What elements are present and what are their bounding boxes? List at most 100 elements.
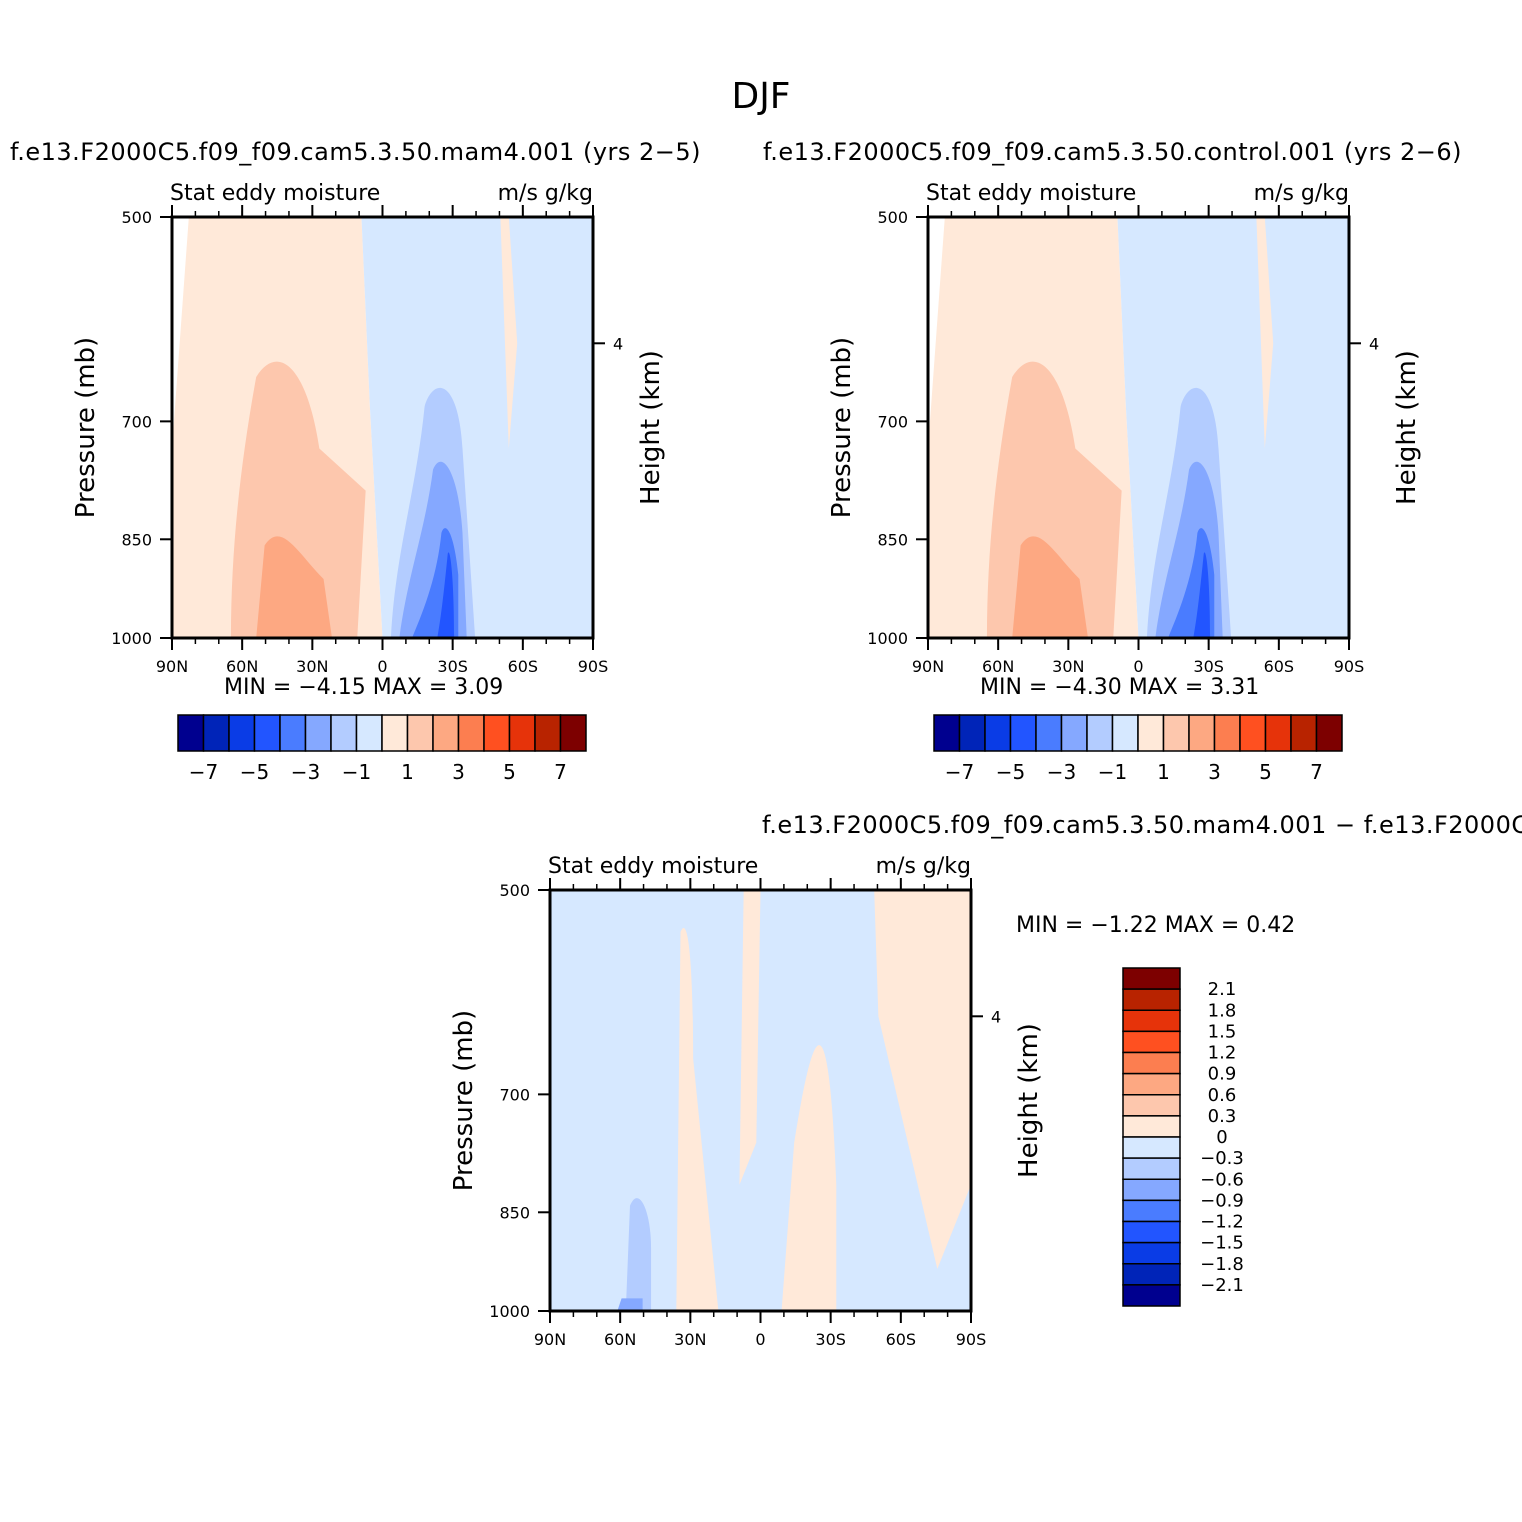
colorbar-box — [304, 714, 332, 752]
y-tick-label: 500 — [121, 208, 152, 227]
colorbar-label: 1 — [401, 760, 414, 784]
colorbar-label: 3 — [452, 760, 465, 784]
colorbar: −7 −5 −3 −1 1 3 5 7 — [933, 714, 1343, 784]
colorbar-box — [1122, 967, 1181, 990]
x-tick-label: 30N — [674, 1330, 706, 1349]
colorbar-box — [958, 714, 986, 752]
colorbar-label: −1.8 — [1200, 1254, 1244, 1275]
colorbar-label: −1 — [1098, 760, 1127, 784]
colorbar-box — [279, 714, 307, 752]
colorbar-box — [432, 714, 460, 752]
contour-fill — [172, 217, 593, 638]
y-axis-label: Pressure (mb) — [449, 1010, 479, 1191]
colorbar-box — [1122, 1009, 1181, 1033]
y2-tick-label: 4 — [613, 334, 623, 353]
colorbar-label: 0.6 — [1208, 1085, 1237, 1106]
colorbar-box — [1213, 714, 1241, 752]
colorbar-box — [1239, 714, 1267, 752]
colorbar-label: 1.8 — [1208, 1000, 1237, 1021]
y-tick-label: 1000 — [111, 629, 152, 648]
colorbar-label: 1.5 — [1208, 1021, 1237, 1042]
contour-fill — [550, 890, 971, 1311]
colorbar-box — [177, 714, 205, 752]
panel-stats: MIN = −1.22 MAX = 0.42 — [1016, 913, 1295, 938]
x-tick-label: 90N — [912, 657, 944, 676]
contour-region — [874, 890, 971, 1269]
colorbar-label: 7 — [554, 760, 567, 784]
colorbar-label: −1 — [342, 760, 371, 784]
colorbar-box — [202, 714, 230, 752]
colorbar-label: 5 — [1259, 760, 1272, 784]
x-tick-label: 90S — [956, 1330, 987, 1349]
colorbar-box — [508, 714, 536, 752]
contour-region — [550, 890, 971, 1311]
colorbar-box — [1086, 714, 1114, 752]
colorbar-box — [355, 714, 383, 752]
x-tick-label: 90N — [534, 1330, 566, 1349]
colorbar-label: 5 — [503, 760, 516, 784]
x-tick-label: 90N — [156, 657, 188, 676]
colorbar-label: −0.3 — [1200, 1148, 1244, 1169]
y-axis-label: Pressure (mb) — [827, 337, 857, 518]
colorbar-box — [1122, 1051, 1181, 1075]
x-tick-label: 30S — [815, 1330, 846, 1349]
colorbar-box — [1315, 714, 1343, 752]
colorbar-box — [1162, 714, 1190, 752]
contour-region — [676, 928, 719, 1311]
colorbar-label: 1.2 — [1208, 1043, 1237, 1064]
panel-2: f.e13.F2000C5.f09_f09.cam5.3.50.control.… — [763, 138, 1462, 784]
x-tick-label: 60S — [508, 657, 539, 676]
colorbar-box — [984, 714, 1012, 752]
panel-3: f.e13.F2000C5.f09_f09.cam5.3.50.mam4.001… — [449, 811, 1522, 1349]
contour-region — [625, 1198, 652, 1311]
x-tick-label: 0 — [1133, 657, 1143, 676]
colorbar-box — [406, 714, 434, 752]
y-axis-label: Pressure (mb) — [71, 337, 101, 518]
colorbar-box — [1060, 714, 1088, 752]
colorbar-label: −3 — [291, 760, 320, 784]
colorbar: −7 −5 −3 −1 1 3 5 7 — [177, 714, 587, 784]
y-tick-label: 500 — [877, 208, 908, 227]
y-tick-label: 850 — [121, 530, 152, 549]
x-tick-label: 90S — [578, 657, 609, 676]
panel-right-label: m/s g/kg — [1254, 181, 1349, 206]
contour-fill — [928, 217, 1349, 638]
contour-region — [437, 552, 455, 638]
x-tick-label: 30S — [437, 657, 468, 676]
contour-region — [1117, 217, 1349, 638]
contour-region — [361, 217, 593, 638]
colorbar-box — [1122, 1199, 1181, 1223]
colorbar-box — [1264, 714, 1292, 752]
colorbar-box — [1122, 1094, 1181, 1117]
colorbar-box — [1122, 1115, 1181, 1138]
contour-region — [781, 1045, 837, 1311]
contour-region — [739, 890, 761, 1185]
colorbar-box — [1111, 714, 1139, 752]
x-tick-label: 60N — [226, 657, 258, 676]
contour-region — [500, 217, 518, 449]
colorbar: 2.11.81.51.20.90.60.30−0.3−0.6−0.9−1.2−1… — [1122, 967, 1244, 1307]
colorbar-label: −7 — [189, 760, 218, 784]
y2-tick-label: 4 — [991, 1007, 1001, 1026]
colorbar-box — [1009, 714, 1037, 752]
colorbar-box — [1290, 714, 1318, 752]
colorbar-box — [1122, 1157, 1181, 1180]
main-title: DJF — [731, 76, 790, 117]
panel-stats: MIN = −4.30 MAX = 3.31 — [980, 675, 1259, 700]
panel-heading: f.e13.F2000C5.f09_f09.cam5.3.50.control.… — [763, 138, 1462, 166]
panel-left-label: Stat eddy moisture — [548, 854, 758, 879]
panel-heading: f.e13.F2000C5.f09_f09.cam5.3.50.mam4.001… — [762, 811, 1522, 839]
colorbar-box — [1122, 1241, 1181, 1265]
colorbar-label: −7 — [945, 760, 974, 784]
colorbar-label: 0 — [1216, 1127, 1227, 1148]
colorbar-box — [1122, 1220, 1181, 1244]
colorbar-box — [381, 714, 409, 752]
colorbar-box — [253, 714, 281, 752]
colorbar-box — [457, 714, 485, 752]
colorbar-label: −5 — [996, 760, 1025, 784]
contour-region — [256, 536, 332, 638]
y-tick-label: 700 — [499, 1085, 530, 1104]
x-tick-label: 30N — [296, 657, 328, 676]
x-tick-label: 90S — [1334, 657, 1365, 676]
